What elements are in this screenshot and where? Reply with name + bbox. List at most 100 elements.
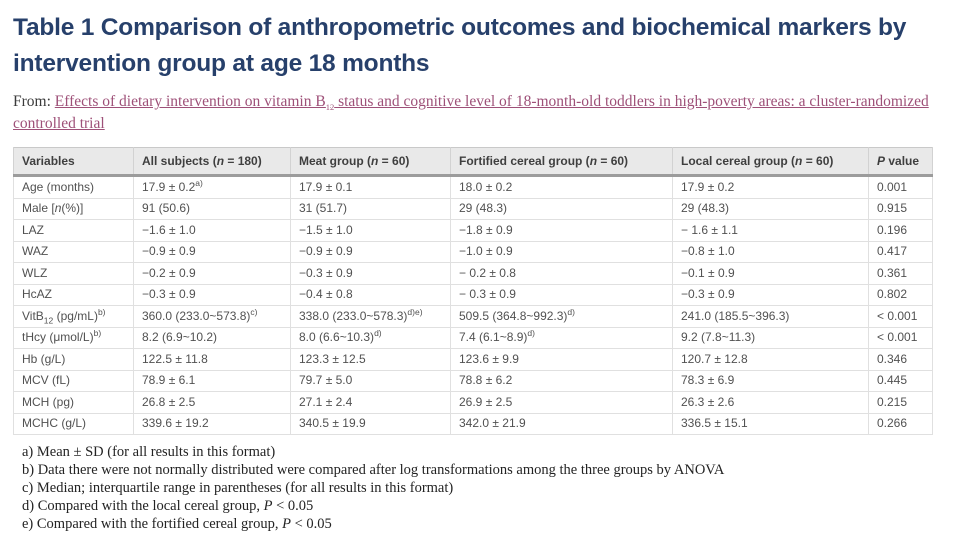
footnote-b: b) Data there were not normally distribu… <box>22 462 725 478</box>
value-cell: 8.0 (6.6~10.3)d) <box>290 326 451 349</box>
value-cell: 91 (50.6) <box>133 197 291 220</box>
value-cell: 120.7 ± 12.8 <box>672 348 869 371</box>
value-cell: 0.346 <box>868 348 933 371</box>
value-cell: −1.0 ± 0.9 <box>450 240 673 263</box>
source-prefix: From: <box>13 93 55 110</box>
value-cell: −0.1 ± 0.9 <box>672 262 869 285</box>
variable-cell: MCHC (g/L) <box>13 412 134 435</box>
value-cell: 336.5 ± 15.1 <box>672 412 869 435</box>
column-header-4: Local cereal group (n = 60) <box>672 147 869 177</box>
value-cell: 0.915 <box>868 197 933 220</box>
value-cell: 17.9 ± 0.2 <box>672 175 869 199</box>
variable-cell: LAZ <box>13 219 134 242</box>
value-cell: 360.0 (233.0~573.8)c) <box>133 305 291 328</box>
value-cell: − 1.6 ± 1.1 <box>672 219 869 242</box>
value-cell: −0.8 ± 1.0 <box>672 240 869 263</box>
value-cell: −0.3 ± 0.9 <box>290 262 451 285</box>
table-head: Variables All subjects (n = 180) Meat grou… <box>13 147 933 177</box>
table-row: Age (months) 17.9 ± 0.2a) 17.9 ± 0.1 18.0 ±… <box>13 175 933 199</box>
value-cell: 78.9 ± 6.1 <box>133 369 291 392</box>
value-cell: 26.9 ± 2.5 <box>450 391 673 414</box>
footnotes: a) Mean ± SD (for all results in this fo… <box>22 443 948 533</box>
value-cell: 78.3 ± 6.9 <box>672 369 869 392</box>
variable-cell: Hb (g/L) <box>13 348 134 371</box>
value-cell: 7.4 (6.1~8.9)d) <box>450 326 673 349</box>
value-cell: 78.8 ± 6.2 <box>450 369 673 392</box>
column-header-1: All subjects (n = 180) <box>133 147 291 177</box>
value-cell: 0.361 <box>868 262 933 285</box>
value-cell: − 0.3 ± 0.9 <box>450 283 673 306</box>
source-line: From: Effects of dietary intervention on… <box>13 91 938 135</box>
value-cell: 0.001 <box>868 175 933 199</box>
value-cell: 122.5 ± 11.8 <box>133 348 291 371</box>
value-cell: 27.1 ± 2.4 <box>290 391 451 414</box>
article-table-page: Table 1 Comparison of anthropometric out… <box>13 10 948 533</box>
table-row: MCH (pg) 26.8 ± 2.5 27.1 ± 2.4 26.9 ± 2.5 26… <box>13 391 933 414</box>
column-header-2: Meat group (n = 60) <box>290 147 451 177</box>
variable-cell: tHcy (μmol/L)b) <box>13 326 134 349</box>
value-cell: 79.7 ± 5.0 <box>290 369 451 392</box>
table-body: Age (months) 17.9 ± 0.2a) 17.9 ± 0.1 18.0 ±… <box>13 175 933 435</box>
footnote-a: a) Mean ± SD (for all results in this fo… <box>22 444 276 460</box>
value-cell: −1.5 ± 1.0 <box>290 219 451 242</box>
value-cell: −0.4 ± 0.8 <box>290 283 451 306</box>
value-cell: 509.5 (364.8~992.3)d) <box>450 305 673 328</box>
variable-cell: MCV (fL) <box>13 369 134 392</box>
variable-cell: WAZ <box>13 240 134 263</box>
footnote-c: c) Median; interquartile range in parent… <box>22 480 454 496</box>
table-row: MCHC (g/L) 339.6 ± 19.2 340.5 ± 19.9 342.0 … <box>13 412 933 435</box>
variable-cell: WLZ <box>13 262 134 285</box>
column-header-3: Fortified cereal group (n = 60) <box>450 147 673 177</box>
table-row: VitB12 (pg/mL)b) 360.0 (233.0~573.8)c) 338… <box>13 305 933 328</box>
value-cell: 342.0 ± 21.9 <box>450 412 673 435</box>
value-cell: 9.2 (7.8~11.3) <box>672 326 869 349</box>
value-cell: 338.0 (233.0~578.3)d)e) <box>290 305 451 328</box>
table-row: WLZ −0.2 ± 0.9 −0.3 ± 0.9− 0.2 ± 0.8 −0.1 ±… <box>13 262 933 285</box>
value-cell: −1.6 ± 1.0 <box>133 219 291 242</box>
value-cell: 26.3 ± 2.6 <box>672 391 869 414</box>
footnote-d: d) Compared with the local cereal group,… <box>22 498 314 514</box>
value-cell: 0.802 <box>868 283 933 306</box>
article-link[interactable]: Effects of dietary intervention on vitam… <box>13 93 929 132</box>
value-cell: −0.3 ± 0.9 <box>133 283 291 306</box>
value-cell: 0.266 <box>868 412 933 435</box>
value-cell: 0.445 <box>868 369 933 392</box>
value-cell: < 0.001 <box>868 326 933 349</box>
table-row: WAZ −0.9 ± 0.9 −0.9 ± 0.9 −1.0 ± 0.9 −0.8 ± … <box>13 240 933 263</box>
value-cell: 0.417 <box>868 240 933 263</box>
value-cell: 29 (48.3) <box>672 197 869 220</box>
column-header-0: Variables <box>13 147 134 177</box>
footnote-e: e) Compared with the fortified cereal gr… <box>22 516 332 532</box>
value-cell: 123.3 ± 12.5 <box>290 348 451 371</box>
value-cell: −0.2 ± 0.9 <box>133 262 291 285</box>
value-cell: 17.9 ± 0.1 <box>290 175 451 199</box>
table-row: Hb (g/L) 122.5 ± 11.8 123.3 ± 12.5 123.6 ± … <box>13 348 933 371</box>
value-cell: 340.5 ± 19.9 <box>290 412 451 435</box>
column-header-5: P value <box>868 147 933 177</box>
value-cell: −1.8 ± 0.9 <box>450 219 673 242</box>
value-cell: 0.196 <box>868 219 933 242</box>
table-row: HcAZ −0.3 ± 0.9 −0.4 ± 0.8− 0.3 ± 0.9 −0.3 … <box>13 283 933 306</box>
comparison-table: Variables All subjects (n = 180) Meat grou… <box>13 147 933 435</box>
table-row: MCV (fL) 78.9 ± 6.1 79.7 ± 5.0 78.8 ± 6.2 78… <box>13 369 933 392</box>
header-row: Variables All subjects (n = 180) Meat grou… <box>13 147 933 177</box>
page-title: Table 1 Comparison of anthropometric out… <box>13 14 907 77</box>
variable-cell: Male [n(%)] <box>13 197 134 220</box>
variable-cell: Age (months) <box>13 175 134 199</box>
value-cell: 29 (48.3) <box>450 197 673 220</box>
value-cell: < 0.001 <box>868 305 933 328</box>
value-cell: −0.9 ± 0.9 <box>290 240 451 263</box>
value-cell: 0.215 <box>868 391 933 414</box>
variable-cell: HcAZ <box>13 283 134 306</box>
variable-cell: MCH (pg) <box>13 391 134 414</box>
value-cell: 123.6 ± 9.9 <box>450 348 673 371</box>
table-row: Male [n(%)] 91 (50.6) 31 (51.7) 29 (48.3) 29… <box>13 197 933 220</box>
value-cell: −0.9 ± 0.9 <box>133 240 291 263</box>
value-cell: − 0.2 ± 0.8 <box>450 262 673 285</box>
value-cell: 8.2 (6.9~10.2) <box>133 326 291 349</box>
table-row: tHcy (μmol/L)b) 8.2 (6.9~10.2) 8.0 (6.6~10… <box>13 326 933 349</box>
value-cell: 26.8 ± 2.5 <box>133 391 291 414</box>
value-cell: 339.6 ± 19.2 <box>133 412 291 435</box>
value-cell: 31 (51.7) <box>290 197 451 220</box>
value-cell: −0.3 ± 0.9 <box>672 283 869 306</box>
